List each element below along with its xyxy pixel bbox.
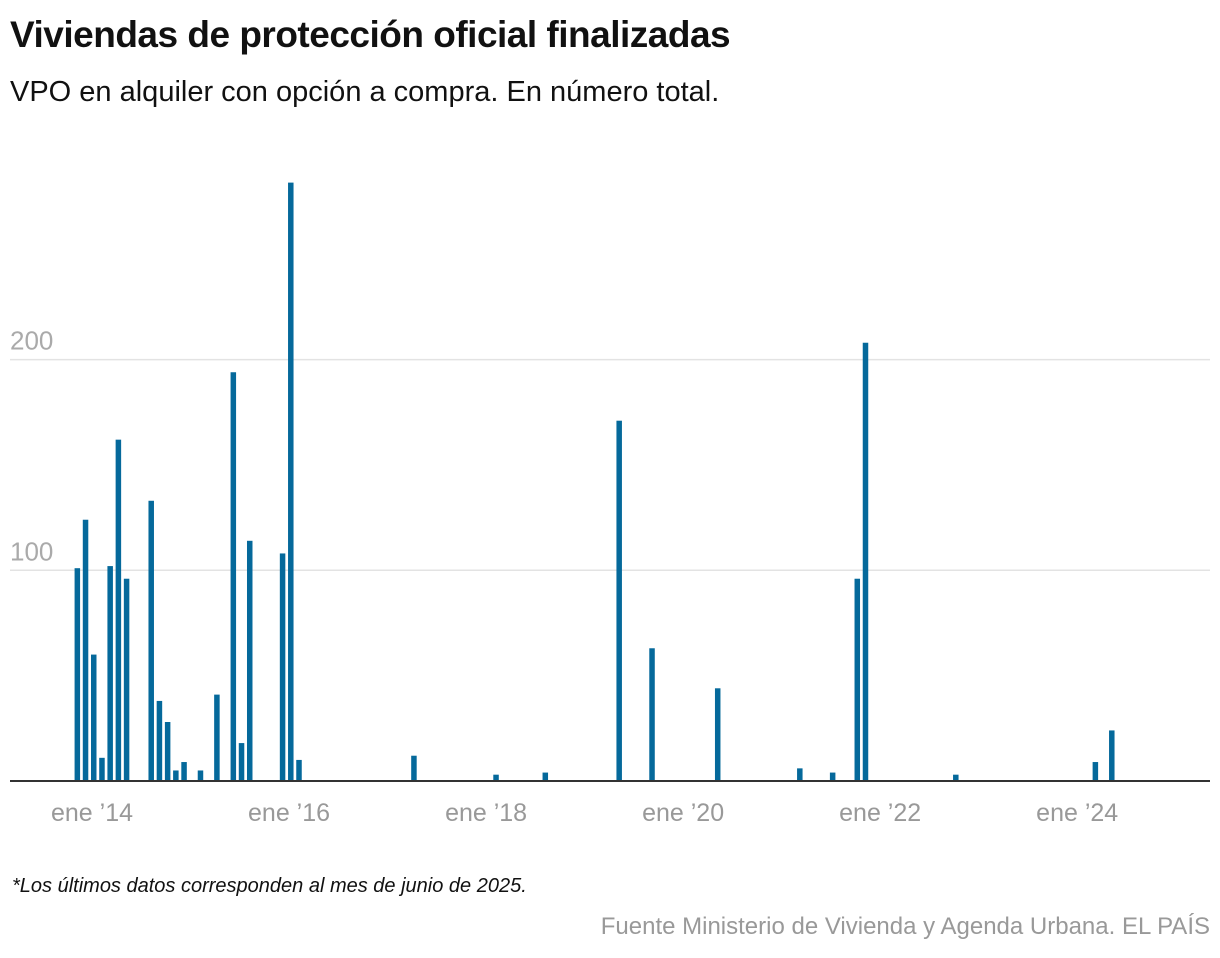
bar-chart: 100 200 ene ’14 ene ’16 ene ’18 ene ’20 ene ’2…: [10, 182, 1210, 827]
bar: [1092, 762, 1099, 781]
x-tick-label: ene ’20: [642, 799, 724, 827]
bar: [181, 762, 187, 781]
bar: [411, 755, 417, 781]
footnote: *Los últimos datos corresponden al mes d…: [12, 875, 527, 897]
bar: [953, 774, 959, 781]
bar: [74, 568, 81, 781]
bar: [296, 759, 302, 781]
bar: [230, 372, 237, 781]
bar: [854, 578, 861, 781]
bar: [862, 342, 869, 781]
bar: [107, 566, 113, 781]
bar: [99, 757, 105, 781]
x-tick-label: ene ’24: [1036, 799, 1118, 827]
bar: [214, 694, 220, 781]
x-tick-label: ene ’18: [445, 799, 527, 827]
chart-subtitle: VPO en alquiler con opción a compra. En …: [10, 76, 720, 108]
chart-title: Viviendas de protección oficial finaliza…: [10, 14, 731, 55]
x-tick-label: ene ’16: [248, 799, 330, 827]
x-tick-label: ene ’22: [839, 799, 921, 827]
bar: [714, 688, 721, 781]
bar: [288, 182, 294, 781]
bar: [123, 578, 130, 781]
bar: [279, 553, 286, 781]
x-tick-label: ene ’14: [51, 799, 133, 827]
bar: [493, 774, 499, 781]
bar: [173, 770, 179, 781]
bar: [616, 420, 622, 781]
bar: [649, 648, 655, 781]
bar: [542, 772, 549, 781]
bar: [797, 768, 803, 781]
bar: [91, 654, 97, 781]
bar: [246, 540, 253, 781]
bar: [164, 722, 171, 781]
bar: [156, 700, 163, 781]
bar: [197, 770, 204, 781]
bar: [238, 743, 245, 781]
bar: [1109, 730, 1115, 781]
y-tick-label: 100: [10, 536, 53, 566]
bar: [829, 772, 836, 781]
bar: [115, 439, 122, 781]
bar: [148, 500, 154, 781]
y-tick-label: 200: [10, 326, 53, 356]
bar: [82, 519, 89, 781]
source-credit: Fuente Ministerio de Vivienda y Agenda U…: [600, 913, 1210, 940]
